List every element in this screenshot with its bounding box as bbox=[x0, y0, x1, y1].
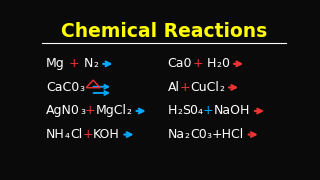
Text: Mg: Mg bbox=[46, 57, 65, 70]
Text: Al: Al bbox=[168, 81, 180, 94]
Text: MgCl: MgCl bbox=[96, 105, 127, 118]
Text: +HCl: +HCl bbox=[212, 128, 244, 141]
Text: NH: NH bbox=[46, 128, 65, 141]
Text: +: + bbox=[203, 105, 214, 118]
Text: H: H bbox=[203, 57, 216, 70]
Text: ₂: ₂ bbox=[216, 57, 221, 70]
Text: Cl: Cl bbox=[70, 128, 82, 141]
Text: Chemical Reactions: Chemical Reactions bbox=[61, 22, 267, 41]
Text: C0: C0 bbox=[190, 128, 207, 141]
Text: ₃: ₃ bbox=[207, 128, 212, 141]
Text: Na: Na bbox=[168, 128, 185, 141]
Text: CuCl: CuCl bbox=[190, 81, 219, 94]
Text: ₂: ₂ bbox=[185, 128, 190, 141]
Text: NaOH: NaOH bbox=[214, 105, 250, 118]
Text: S0: S0 bbox=[182, 105, 198, 118]
Text: ₂: ₂ bbox=[127, 105, 132, 118]
Text: +: + bbox=[85, 105, 96, 118]
Text: +: + bbox=[180, 81, 190, 94]
Text: 0: 0 bbox=[221, 57, 229, 70]
Text: ₄: ₄ bbox=[198, 105, 203, 118]
Text: ₂: ₂ bbox=[93, 57, 98, 70]
Text: ₂: ₂ bbox=[219, 81, 224, 94]
Text: ₂: ₂ bbox=[177, 105, 182, 118]
Text: ₃: ₃ bbox=[80, 105, 85, 118]
Text: N: N bbox=[84, 57, 93, 70]
Text: ₄: ₄ bbox=[65, 128, 70, 141]
Text: H: H bbox=[168, 105, 177, 118]
Text: +: + bbox=[192, 57, 203, 70]
Text: ₃: ₃ bbox=[79, 81, 84, 94]
Text: Ca0: Ca0 bbox=[168, 57, 192, 70]
Text: +: + bbox=[82, 128, 93, 141]
Text: KOH: KOH bbox=[93, 128, 120, 141]
Text: CaC0: CaC0 bbox=[46, 81, 79, 94]
Text: +: + bbox=[65, 57, 84, 70]
Text: AgN0: AgN0 bbox=[46, 105, 80, 118]
